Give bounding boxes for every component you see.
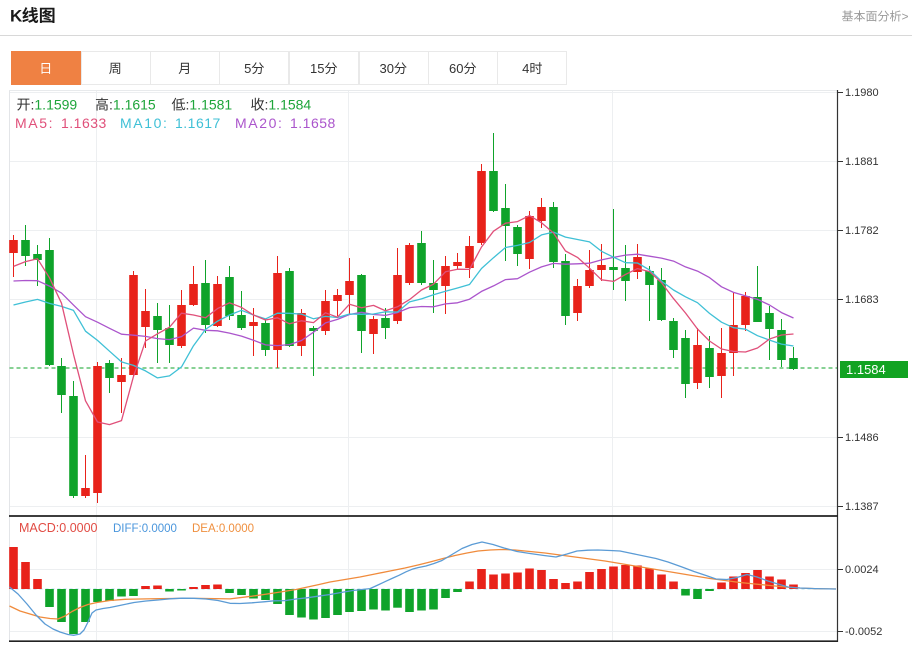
svg-text:1.1980: 1.1980 xyxy=(845,87,879,99)
svg-text:MA10:: MA10: xyxy=(120,115,168,131)
svg-text:4: 4 xyxy=(522,61,529,76)
svg-text:1.1387: 1.1387 xyxy=(845,501,879,513)
svg-text:1.1584: 1.1584 xyxy=(268,97,311,113)
svg-text:30: 30 xyxy=(380,61,394,76)
svg-text:MA5:: MA5: xyxy=(15,115,54,131)
svg-text:1.1683: 1.1683 xyxy=(845,294,879,306)
svg-text:DEA:0.0000: DEA:0.0000 xyxy=(192,523,254,535)
svg-text:DIFF:0.0000: DIFF:0.0000 xyxy=(113,523,177,535)
svg-text:60: 60 xyxy=(449,61,463,76)
svg-text::: : xyxy=(31,97,35,113)
svg-text:>: > xyxy=(902,10,909,24)
svg-text::: : xyxy=(265,97,269,113)
svg-text:0.0024: 0.0024 xyxy=(845,564,879,576)
svg-text:1.1584: 1.1584 xyxy=(846,362,886,377)
svg-text:K: K xyxy=(10,7,23,26)
svg-text::: : xyxy=(186,97,190,113)
svg-text:1.1633: 1.1633 xyxy=(61,115,107,131)
svg-text:MACD:0.0000: MACD:0.0000 xyxy=(19,521,98,535)
svg-text:MA20:: MA20: xyxy=(235,115,283,131)
svg-text:5: 5 xyxy=(244,61,251,76)
svg-text:1.1581: 1.1581 xyxy=(189,97,232,113)
svg-text:1.1881: 1.1881 xyxy=(845,156,879,168)
svg-text:1.1617: 1.1617 xyxy=(175,115,221,131)
svg-text:1.1486: 1.1486 xyxy=(845,432,879,444)
svg-text::: : xyxy=(109,97,113,113)
svg-text:1.1658: 1.1658 xyxy=(290,115,336,131)
svg-text:15: 15 xyxy=(310,61,324,76)
svg-text:-0.0052: -0.0052 xyxy=(845,626,882,638)
svg-text:1.1599: 1.1599 xyxy=(34,97,77,113)
svg-text:1.1615: 1.1615 xyxy=(113,97,156,113)
svg-text:1.1782: 1.1782 xyxy=(845,225,879,237)
